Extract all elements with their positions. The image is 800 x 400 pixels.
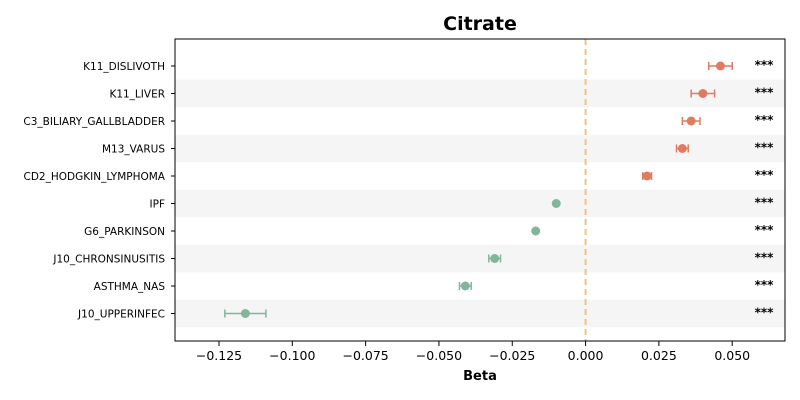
data-point	[490, 254, 500, 263]
plot-frame	[174, 38, 786, 342]
significance-label: ***	[755, 306, 775, 320]
x-tick-label: 0.050	[714, 348, 750, 363]
chart-title: Citrate	[443, 13, 517, 35]
y-tick-label: J10_UPPERINFEC	[77, 309, 165, 321]
x-tick-label: −0.125	[196, 348, 242, 363]
x-tick-label: 0.000	[568, 348, 604, 363]
y-tick-label: C3_BILIARY_GALLBLADDER	[23, 116, 165, 128]
row-stripe	[175, 244, 785, 273]
significance-label: ***	[755, 113, 775, 127]
y-tick-label: CD2_HODGKIN_LYMPHOMA	[24, 171, 166, 183]
significance-label: ***	[755, 251, 775, 265]
x-tick-label: −0.050	[416, 348, 462, 363]
data-point	[677, 144, 687, 153]
y-tick-label: K11_DISLIVOTH	[83, 61, 165, 73]
y-tick-label: G6_PARKINSON	[84, 226, 165, 238]
x-tick-label: −0.025	[489, 348, 535, 363]
significance-label: ***	[755, 196, 775, 210]
y-tick-label: M13_VARUS	[102, 144, 165, 156]
row-stripe	[175, 189, 785, 218]
data-point	[642, 171, 652, 181]
data-points	[240, 61, 725, 318]
significance-label: ***	[755, 168, 775, 182]
data-point	[240, 309, 250, 318]
significance-label: ***	[755, 86, 775, 100]
significance-labels: *** *** *** *** *** *** *** *** *** ***	[755, 58, 775, 320]
y-tick-label: IPF	[150, 199, 165, 211]
y-tick-label: ASTHMA_NAS	[94, 281, 166, 293]
x-axis-label: Beta	[463, 369, 497, 384]
y-axis-category-labels: K11_DISLIVOTH K11_LIVER C3_BILIARY_GALLBLA…	[23, 61, 175, 321]
row-stripe	[175, 134, 785, 163]
x-tick-label: −0.100	[269, 348, 315, 363]
y-tick-label: K11_LIVER	[109, 89, 165, 101]
x-tick-label: 0.025	[641, 348, 677, 363]
data-point	[698, 89, 708, 98]
y-tick-label: J10_CHRONSINUSITIS	[52, 254, 165, 266]
significance-label: ***	[755, 58, 775, 72]
row-stripe	[175, 79, 785, 108]
significance-label: ***	[755, 141, 775, 155]
significance-label: ***	[755, 278, 775, 292]
x-axis-ticks: −0.125 −0.100 −0.075 −0.050 −0.025 0.000 0.025…	[196, 341, 750, 363]
data-point	[551, 199, 561, 208]
row-stripe	[175, 299, 785, 328]
data-point	[531, 226, 541, 236]
data-point	[460, 281, 470, 291]
data-point	[686, 116, 696, 126]
significance-label: ***	[755, 223, 775, 237]
row-stripes	[175, 79, 785, 328]
x-tick-label: −0.075	[342, 348, 388, 363]
data-point	[715, 61, 725, 71]
